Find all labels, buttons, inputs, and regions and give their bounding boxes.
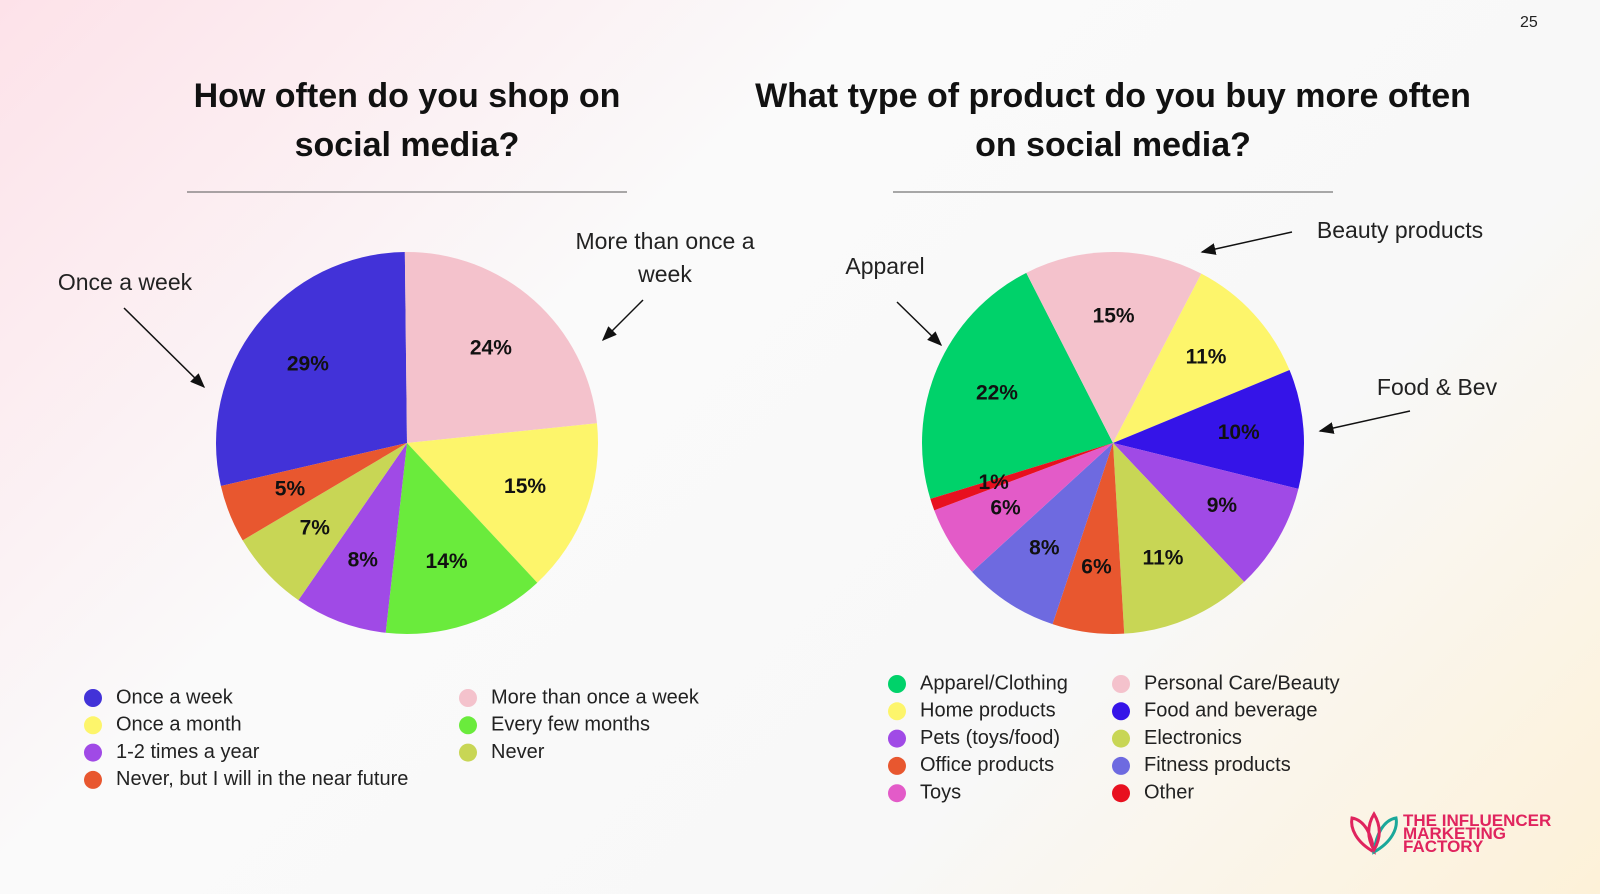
annotation: Apparel [845, 253, 925, 279]
legend-label: Pets (toys/food) [920, 727, 1060, 749]
data-label: 8% [348, 549, 379, 572]
data-label: 5% [275, 477, 306, 500]
pie-slice [1113, 443, 1245, 634]
data-label: 6% [1081, 556, 1112, 579]
legend-label: 1-2 times a year [116, 741, 260, 763]
annotation-arrow [123, 307, 206, 389]
chart-title: How often do you shop on social media? [193, 77, 621, 164]
pie-slice [216, 252, 407, 486]
logo-line: THE INFLUENCER [1403, 811, 1552, 830]
annotation-arrow [1318, 410, 1411, 434]
legend-label: Home products [920, 700, 1056, 722]
legend-label: Never, but I will in the near future [116, 768, 408, 790]
legend-label: Once a week [116, 686, 234, 708]
data-label: 24% [470, 336, 512, 359]
annotation: Food & Bev [1376, 374, 1498, 400]
data-label: 1% [978, 471, 1009, 494]
pie-slice [1026, 251, 1202, 443]
pie-slice [407, 423, 598, 583]
pie-slice [972, 443, 1113, 625]
pie-slice [921, 272, 1113, 499]
legend-marker [888, 756, 906, 775]
pie-slice [934, 443, 1113, 572]
annotation-arrow [896, 301, 943, 347]
logo-text: THE INFLUENCER MARKETING FACTORY [1403, 811, 1552, 856]
legend-marker [1112, 675, 1130, 693]
legend-label: Every few months [491, 714, 650, 736]
pie-slice [385, 443, 538, 634]
legend-marker [1112, 702, 1130, 721]
legend-marker [84, 770, 102, 789]
data-label: 10% [1218, 421, 1260, 444]
legend-marker [459, 716, 477, 735]
pie-slice [930, 443, 1113, 511]
chart-title: What type of product do you buy more oft… [755, 77, 1471, 164]
legend-marker [1112, 756, 1130, 775]
data-label: 9% [1207, 494, 1238, 517]
pie-slice [1113, 443, 1299, 582]
legend-marker [84, 743, 102, 762]
data-label: 15% [1093, 304, 1135, 327]
data-label: 8% [1029, 536, 1060, 559]
pie-slice [404, 252, 597, 443]
pie-slice [1113, 370, 1304, 489]
pie-slice [1113, 273, 1290, 443]
page-number: 25 [1520, 14, 1538, 31]
pie-slice [1052, 443, 1125, 634]
annotation-arrow [601, 299, 644, 342]
annotation-arrow [1200, 231, 1293, 255]
legend-label: More than once a week [491, 686, 700, 708]
legend-marker [888, 729, 906, 748]
data-label: 11% [1186, 345, 1227, 368]
logo-line: MARKETING [1403, 824, 1506, 843]
legend-marker [888, 702, 906, 721]
legend-label: Office products [920, 754, 1054, 776]
annotation: Once a week [57, 269, 193, 295]
legend-label: Never [491, 741, 545, 763]
data-label: 11% [1143, 546, 1184, 569]
legend-marker [84, 716, 102, 735]
legend-label: Apparel/Clothing [920, 672, 1068, 694]
legend-label: Fitness products [1144, 754, 1291, 776]
legend-label: Other [1144, 781, 1194, 803]
legend-marker [459, 689, 477, 707]
pie-slice [220, 443, 407, 541]
annotation: More than once a week [575, 228, 755, 287]
data-label: 22% [976, 381, 1018, 404]
pie-slice [242, 443, 407, 601]
legend-marker [459, 743, 477, 762]
logo-line: FACTORY [1403, 837, 1484, 856]
legend-label: Toys [920, 781, 961, 803]
data-label: 6% [990, 496, 1021, 519]
data-label: 7% [300, 517, 331, 540]
data-label: 14% [426, 550, 468, 573]
data-label: 15% [504, 475, 546, 498]
legend-label: Personal Care/Beauty [1144, 672, 1340, 694]
legend-label: Food and beverage [1144, 700, 1317, 722]
legend-label: Electronics [1144, 727, 1242, 749]
legend-marker [888, 675, 906, 693]
legend-marker [1112, 784, 1130, 803]
legend-marker [1112, 729, 1130, 748]
pie-slice [298, 443, 407, 633]
legend-marker [888, 784, 906, 803]
annotation: Beauty products [1316, 217, 1484, 243]
legend-marker [84, 689, 102, 707]
legend-label: Once a month [116, 714, 242, 736]
data-label: 29% [287, 353, 329, 376]
logo-icon [1350, 811, 1398, 855]
